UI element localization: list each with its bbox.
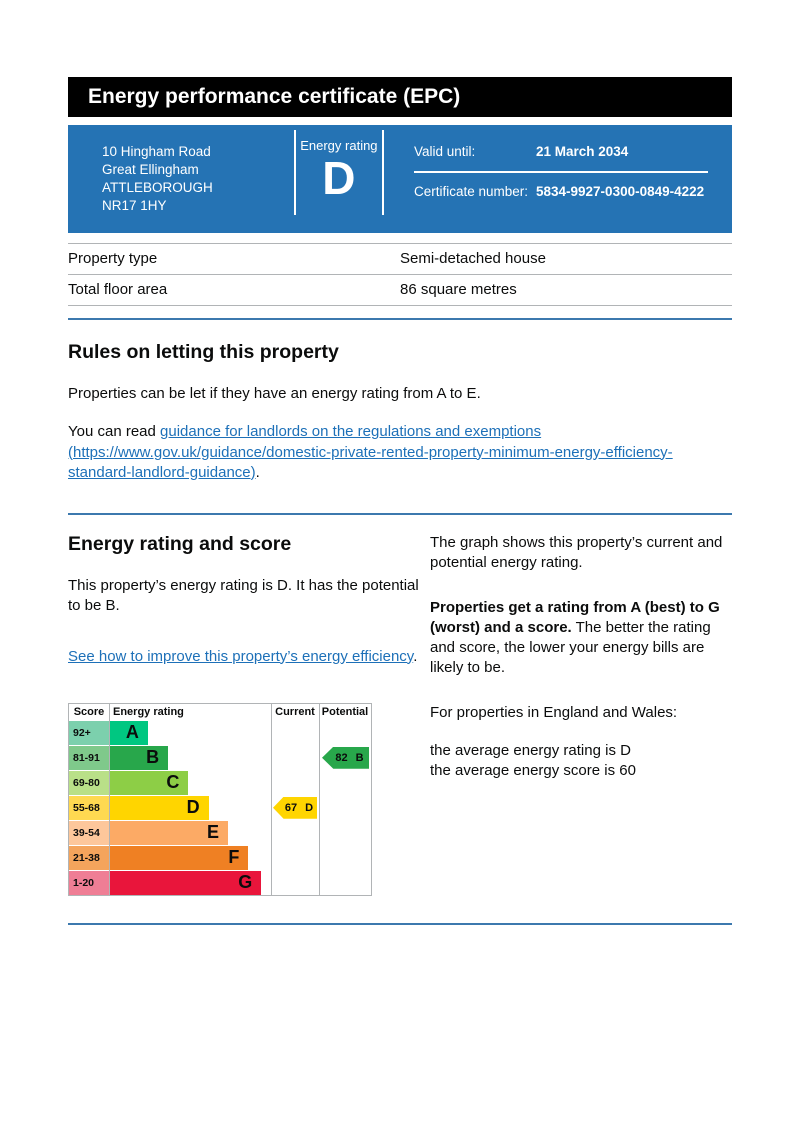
- epc-bands: 92+ A 81-91 B 69-80 C 55-68 D 39-54 E 21-38 F 1-20 G: [69, 720, 371, 895]
- band-letter: E: [207, 822, 220, 843]
- epc-band-row: 39-54 E: [69, 820, 371, 845]
- band-bar-f: F: [109, 845, 249, 870]
- address-line: NR17 1HY: [102, 198, 167, 214]
- band-bar-d: D: [109, 795, 209, 820]
- improve-paragraph: See how to improve this property’s energ…: [68, 647, 420, 667]
- epc-band-row: 92+ A: [69, 720, 371, 745]
- chart-header-row: Score Energy rating Current Potential: [69, 704, 371, 721]
- property-details-table: Property type Semi-detached house Total …: [68, 243, 732, 306]
- band-score-range: 39-54: [69, 820, 109, 845]
- improve-suffix: .: [413, 647, 418, 665]
- band-score-range: 69-80: [69, 770, 109, 795]
- certificate-number-label: Certificate number:: [414, 183, 529, 199]
- band-bar-b: B: [109, 745, 169, 770]
- table-row: Property type Semi-detached house: [68, 243, 732, 275]
- band-bar-g: G: [109, 870, 262, 895]
- guidance-text-suffix: .: [255, 463, 260, 481]
- epc-rating-chart: Score Energy rating Current Potential 92…: [68, 702, 372, 896]
- rating-section-heading: Energy rating and score: [68, 533, 292, 555]
- rating-explainer-rest: The better the rating and score, the low…: [430, 618, 711, 677]
- floor-area-value: 86 square metres: [400, 274, 732, 306]
- rating-summary-paragraph: This property’s energy rating is D. It h…: [68, 577, 419, 615]
- chart-header-current: Current: [275, 706, 315, 719]
- address-line: Great Ellingham: [102, 161, 199, 177]
- property-address: 10 Hingham Road Great Ellingham ATTLEBOR…: [68, 125, 294, 233]
- rules-section-heading: Rules on letting this property: [68, 341, 339, 363]
- band-score-range: 1-20: [69, 870, 109, 895]
- property-type-label: Property type: [68, 243, 400, 275]
- band-letter: B: [146, 747, 160, 768]
- energy-rating-value: D: [322, 152, 356, 204]
- current-rating-arrow: 67 D: [273, 796, 317, 819]
- section-divider: [68, 318, 732, 320]
- section-divider: [68, 922, 732, 925]
- chart-column-divider: [319, 703, 320, 895]
- band-letter: D: [186, 797, 200, 818]
- guidance-paragraph: You can read guidance for landlords on t…: [68, 422, 732, 483]
- valid-until-value: 21 March 2034: [536, 144, 629, 159]
- address-line: 10 Hingham Road: [102, 143, 211, 159]
- band-score-range: 55-68: [69, 795, 109, 820]
- chart-header-rating: Energy rating: [113, 706, 184, 719]
- certificate-number-value: 5834-9927-0300-0849-4222: [536, 183, 705, 199]
- vertical-divider: [293, 130, 296, 215]
- table-row: Total floor area 86 square metres: [68, 274, 732, 306]
- property-type-value: Semi-detached house: [400, 243, 732, 275]
- rating-explainer-bold: Properties get a rating from A (best) to…: [430, 598, 720, 636]
- certificate-summary-box: 10 Hingham Road Great Ellingham ATTLEBOR…: [68, 125, 732, 233]
- rating-explainer-paragraph: Properties get a rating from A (best) to…: [430, 598, 732, 679]
- band-letter: G: [238, 872, 253, 893]
- horizontal-divider: [414, 170, 708, 173]
- potential-rating-arrow: 82 B: [322, 746, 369, 769]
- landlord-guidance-link[interactable]: guidance for landlords on the regulation…: [68, 423, 673, 481]
- section-divider: [68, 513, 732, 515]
- band-score-range: 81-91: [69, 745, 109, 770]
- improve-efficiency-link[interactable]: See how to improve this property’s energ…: [68, 647, 414, 665]
- band-bar-a: A: [109, 720, 148, 745]
- epc-band-row: 1-20 G: [69, 870, 371, 895]
- band-letter: C: [166, 772, 180, 793]
- chart-column-divider: [109, 703, 110, 895]
- valid-until-label: Valid until:: [414, 144, 476, 159]
- guidance-text-prefix: You can read: [68, 423, 161, 441]
- energy-rating-label: Energy rating: [300, 138, 378, 153]
- band-score-range: 92+: [69, 720, 109, 745]
- band-letter: A: [125, 722, 139, 743]
- average-rating-line: the average energy rating is D: [430, 741, 631, 759]
- document-title-bar: Energy performance certificate (EPC): [68, 77, 732, 117]
- chart-header-potential: Potential: [321, 706, 369, 719]
- energy-rating-block: Energy rating D: [296, 125, 382, 233]
- rules-paragraph: Properties can be let if they have an en…: [68, 385, 481, 402]
- average-score-line: the average energy score is 60: [430, 762, 636, 779]
- certificate-validity-block: Valid until: 21 March 2034 Certificate n…: [384, 125, 732, 233]
- epc-band-row: 81-91 B: [69, 745, 371, 770]
- band-bar-e: E: [109, 820, 229, 845]
- band-letter: F: [228, 847, 240, 868]
- epc-band-row: 69-80 C: [69, 770, 371, 795]
- page-title: Energy performance certificate (EPC): [88, 85, 461, 108]
- graph-description-paragraph: The graph shows this property’s current …: [430, 534, 723, 572]
- england-wales-paragraph: For properties in England and Wales:: [430, 703, 678, 721]
- floor-area-label: Total floor area: [68, 274, 400, 306]
- chart-column-divider: [271, 703, 272, 895]
- epc-band-row: 21-38 F: [69, 845, 371, 870]
- chart-header-score: Score: [73, 706, 105, 719]
- epc-band-row: 55-68 D: [69, 795, 371, 820]
- band-bar-c: C: [109, 770, 189, 795]
- band-score-range: 21-38: [69, 845, 109, 870]
- address-line: ATTLEBOROUGH: [102, 180, 213, 195]
- vertical-divider: [382, 130, 384, 215]
